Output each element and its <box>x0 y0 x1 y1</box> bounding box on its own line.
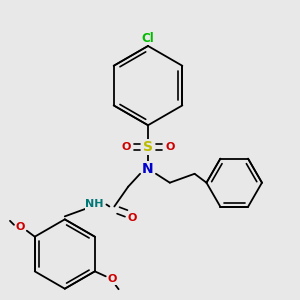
Text: O: O <box>122 142 131 152</box>
Text: O: O <box>128 213 137 224</box>
Text: NH: NH <box>85 200 104 209</box>
Text: Cl: Cl <box>142 32 154 44</box>
Text: S: S <box>143 140 153 154</box>
Text: N: N <box>142 162 154 176</box>
Text: O: O <box>108 274 117 284</box>
Text: O: O <box>165 142 175 152</box>
Text: O: O <box>15 222 25 232</box>
